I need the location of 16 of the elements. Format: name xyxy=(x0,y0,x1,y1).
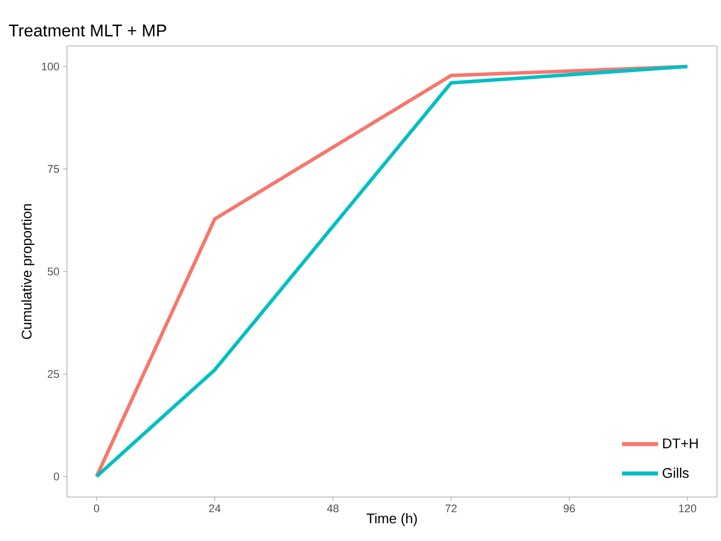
legend-label: Gills xyxy=(662,468,689,478)
y-tick-label: 25 xyxy=(48,370,60,378)
legend-label: DT+H xyxy=(663,438,698,448)
chart-title: Treatment MLT + MP xyxy=(8,24,166,37)
y-tick-label: 0 xyxy=(54,472,60,480)
x-tick-label: 72 xyxy=(446,504,457,512)
x-axis-title: Time (h) xyxy=(366,513,417,526)
x-tick-label: 0 xyxy=(94,504,100,512)
x-tick-label: 96 xyxy=(564,504,575,512)
y-tick-label: 75 xyxy=(48,165,60,173)
x-tick-label: 120 xyxy=(679,504,696,512)
y-tick-label: 100 xyxy=(42,62,60,70)
y-axis-title: Cumulative proportion xyxy=(21,204,34,340)
x-tick-label: 48 xyxy=(327,504,339,512)
y-tick-label: 50 xyxy=(48,268,60,276)
x-tick-label: 24 xyxy=(209,504,220,512)
